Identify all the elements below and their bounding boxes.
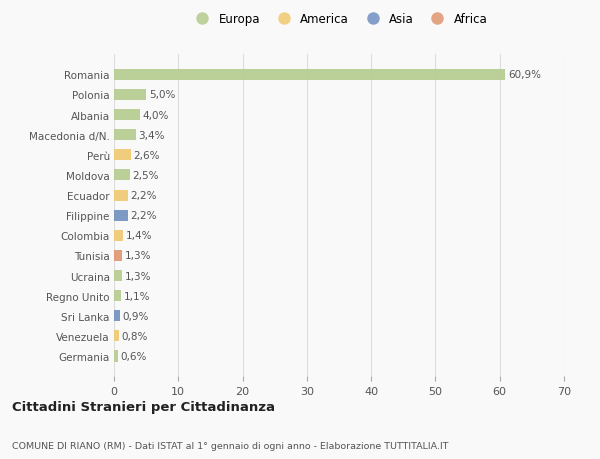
Bar	[114, 330, 119, 341]
Text: COMUNE DI RIANO (RM) - Dati ISTAT al 1° gennaio di ogni anno - Elaborazione TUTT: COMUNE DI RIANO (RM) - Dati ISTAT al 1° …	[12, 441, 449, 450]
Text: 2,2%: 2,2%	[131, 190, 157, 201]
Bar	[114, 70, 505, 81]
Text: 1,3%: 1,3%	[125, 251, 151, 261]
Bar	[114, 170, 130, 181]
Bar	[114, 311, 120, 322]
Text: 1,1%: 1,1%	[124, 291, 150, 301]
Bar	[114, 230, 123, 241]
Text: 60,9%: 60,9%	[508, 70, 541, 80]
Text: 0,9%: 0,9%	[122, 311, 149, 321]
Text: 1,4%: 1,4%	[125, 231, 152, 241]
Bar	[114, 190, 128, 201]
Bar	[114, 351, 118, 362]
Text: 2,6%: 2,6%	[133, 151, 160, 161]
Bar	[114, 150, 131, 161]
Text: 0,8%: 0,8%	[122, 331, 148, 341]
Bar	[114, 90, 146, 101]
Text: 3,4%: 3,4%	[139, 130, 165, 140]
Bar	[114, 210, 128, 221]
Bar	[114, 291, 121, 302]
Text: 2,2%: 2,2%	[131, 211, 157, 221]
Bar	[114, 130, 136, 141]
Text: 1,3%: 1,3%	[125, 271, 151, 281]
Text: 4,0%: 4,0%	[142, 110, 169, 120]
Text: 5,0%: 5,0%	[149, 90, 175, 100]
Bar	[114, 110, 140, 121]
Text: Cittadini Stranieri per Cittadinanza: Cittadini Stranieri per Cittadinanza	[12, 400, 275, 413]
Text: 2,5%: 2,5%	[133, 171, 159, 180]
Text: 0,6%: 0,6%	[121, 351, 147, 361]
Legend: Europa, America, Asia, Africa: Europa, America, Asia, Africa	[190, 13, 488, 26]
Bar	[114, 270, 122, 281]
Bar	[114, 250, 122, 262]
